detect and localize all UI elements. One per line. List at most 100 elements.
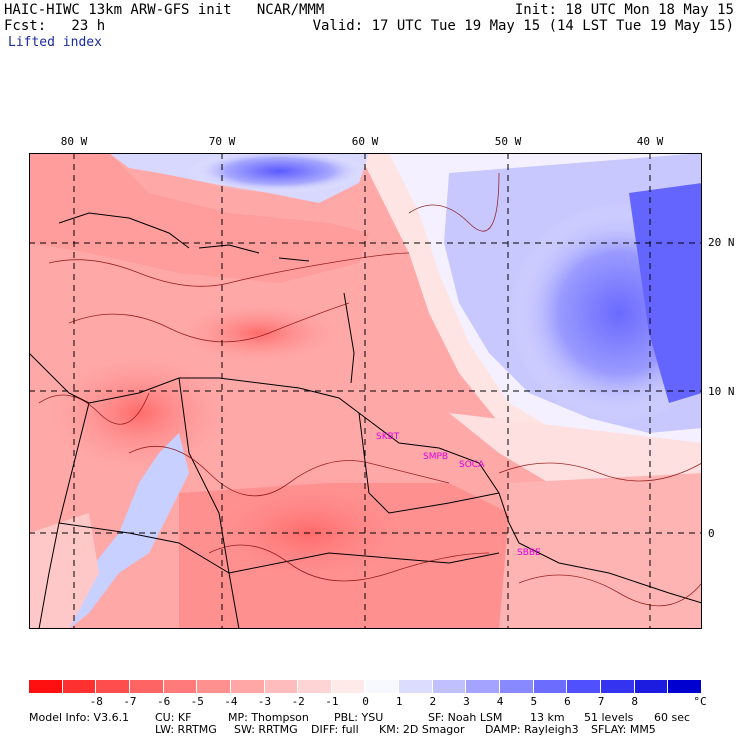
colorbar-cell xyxy=(432,680,467,693)
colorbar-cell xyxy=(399,680,433,693)
footer-km: KM: 2D Smagor xyxy=(379,723,465,736)
colorbar-cell xyxy=(230,680,265,693)
footer-cu: CU: KF xyxy=(155,711,192,724)
colorbar-tick-label: -7 xyxy=(123,695,137,708)
lon-label-70w: 70 W xyxy=(208,135,236,148)
coast-central-america xyxy=(29,352,90,404)
coast-puerto-rico xyxy=(278,257,310,262)
coastlines xyxy=(29,212,702,629)
footer-dt: 60 sec xyxy=(654,711,691,724)
colorbar-tick-label: -5 xyxy=(190,695,204,708)
colorbar-cell xyxy=(129,680,164,693)
colorbar-tick-label: -2 xyxy=(291,695,305,708)
contour-1 xyxy=(48,252,410,287)
footer-diff: DIFF: full xyxy=(311,723,359,736)
colorbar-tick-label: -4 xyxy=(224,695,238,708)
colorbar-tick-label: 7 xyxy=(597,695,605,708)
model-title: HAIC-HIWC 13km ARW-GFS init NCAR/MMM xyxy=(4,2,325,18)
colorbar-cell xyxy=(197,680,231,693)
colorbar-tick-label: 8 xyxy=(631,695,638,708)
colorbar-tick-label: 1 xyxy=(395,695,403,708)
colorbar-tick-label: -3 xyxy=(257,695,272,708)
colorbar-cell xyxy=(96,680,130,693)
colorbar-cell xyxy=(466,680,501,693)
station-label-sbbe: SBBE xyxy=(517,548,541,558)
lifted-index-map xyxy=(29,153,702,629)
border-2 xyxy=(358,412,500,514)
lat-label-10n: 10 N xyxy=(708,385,735,398)
colorbar-tick-label: 6 xyxy=(564,695,571,708)
coast-lesser-antilles xyxy=(343,292,355,384)
colorbar-cell xyxy=(634,680,669,693)
field-caribbean-north xyxy=(29,153,369,283)
colorbar-cell xyxy=(567,680,602,693)
footer-sf: SF: Noah LSM xyxy=(428,711,503,724)
map-frame xyxy=(29,153,702,629)
footer-levels: 51 levels xyxy=(584,711,634,724)
colorbar-tick-label: -6 xyxy=(156,695,171,708)
colorbar-cell xyxy=(533,680,568,693)
colorbar-cell xyxy=(29,680,63,693)
footer-lw: LW: RRTMG xyxy=(155,723,217,736)
lon-label-60w: 60 W xyxy=(351,135,379,148)
station-label-skbt: SKBT xyxy=(376,432,400,442)
colorbar-tick-label: 0 xyxy=(362,695,369,708)
contour-3 xyxy=(128,446,450,497)
field-name: Lifted index xyxy=(8,35,102,50)
border-1 xyxy=(178,377,240,629)
contour-7 xyxy=(408,172,500,232)
model-info: Model Info: V3.6.1 xyxy=(29,711,130,724)
colorbar-cell xyxy=(331,680,366,693)
colorbar-unit: °C xyxy=(693,695,707,708)
contour-4 xyxy=(208,544,490,582)
forecast-hour: Fcst: 23 h xyxy=(4,18,106,34)
border-4 xyxy=(58,522,230,574)
contour-5 xyxy=(498,462,702,482)
field-hot-1 xyxy=(49,353,229,473)
field-stable-north-core xyxy=(189,153,369,193)
lon-label-50w: 50 W xyxy=(494,135,522,148)
border-3 xyxy=(228,552,500,574)
colorbar-cell xyxy=(601,680,635,693)
colorbar-cell xyxy=(62,680,97,693)
footer-res: 13 km xyxy=(530,711,565,724)
footer-sw: SW: RRTMG xyxy=(234,723,298,736)
contour-6 xyxy=(518,574,702,607)
station-label-smpb: SMPB xyxy=(423,452,449,462)
coast-north-south-america xyxy=(88,377,702,604)
colorbar-tick-label: 5 xyxy=(530,695,538,708)
field-equatorial-red xyxy=(489,473,702,629)
colorbar-tick-label: -8 xyxy=(89,695,103,708)
coast-pacific-sa xyxy=(38,402,90,629)
colorbar-cell xyxy=(298,680,332,693)
colorbar-tick-label: 2 xyxy=(429,695,437,708)
init-time: Init: 18 UTC Mon 18 May 15 xyxy=(514,2,734,18)
colorbar-cell xyxy=(365,680,400,693)
field-stable-edge xyxy=(629,183,702,403)
footer-pbl: PBL: YSU xyxy=(334,711,384,724)
contour-2 xyxy=(68,302,350,343)
contour-8 xyxy=(38,392,150,425)
graticule xyxy=(29,153,702,629)
colorbar-cell xyxy=(668,680,702,693)
coast-hispaniola xyxy=(198,244,260,254)
colorbar-tick-label: 3 xyxy=(463,695,470,708)
station-label-soca: SOCA xyxy=(459,460,485,470)
valid-time: Valid: 17 UTC Tue 19 May 15 (14 LST Tue … xyxy=(312,18,734,34)
colorbar-tick-label: 4 xyxy=(496,695,504,708)
field-hot-3 xyxy=(179,303,339,363)
lon-label-40w: 40 W xyxy=(636,135,664,148)
footer-damp: DAMP: Rayleigh3 xyxy=(485,723,579,736)
footer-sflay: SFLAY: MM5 xyxy=(591,723,656,736)
colorbar-cell xyxy=(163,680,198,693)
lat-label-0: 0 xyxy=(708,527,715,540)
field-equatorial-light xyxy=(449,413,702,493)
lat-label-20n: 20 N xyxy=(708,236,735,249)
footer-mp: MP: Thompson xyxy=(228,711,309,724)
contours xyxy=(38,172,702,607)
colorbar-cell xyxy=(500,680,534,693)
field-pacific-light xyxy=(29,513,99,629)
lon-label-80w: 80 W xyxy=(60,135,88,148)
coast-cuba xyxy=(58,212,190,249)
colorbar-cell xyxy=(264,680,299,693)
